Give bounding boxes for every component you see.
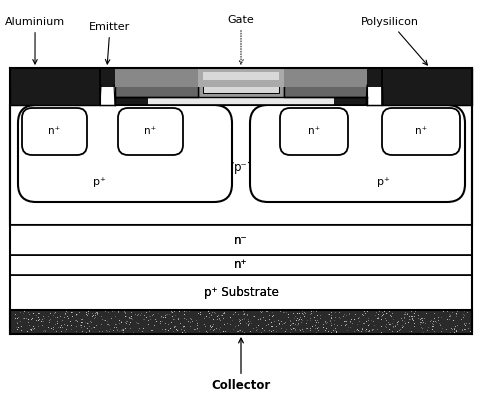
Text: p⁺ Substrate: p⁺ Substrate <box>203 286 279 299</box>
Bar <box>115 68 198 97</box>
Bar <box>10 275 472 310</box>
Text: n⁺: n⁺ <box>145 127 157 136</box>
Text: Polysilicon: Polysilicon <box>361 17 428 65</box>
Bar <box>10 68 472 105</box>
FancyBboxPatch shape <box>280 108 348 155</box>
FancyBboxPatch shape <box>118 108 183 155</box>
Bar <box>115 68 367 87</box>
Bar <box>10 68 100 105</box>
Bar <box>10 235 472 310</box>
FancyBboxPatch shape <box>18 105 232 202</box>
FancyBboxPatch shape <box>250 105 465 202</box>
Bar <box>10 310 472 334</box>
Text: p⁻: p⁻ <box>234 160 248 173</box>
Text: Emitter: Emitter <box>89 22 131 64</box>
Text: Aluminium: Aluminium <box>5 17 65 64</box>
Text: n⁺: n⁺ <box>308 127 320 136</box>
Bar <box>148 97 334 105</box>
Bar <box>367 85 382 105</box>
Bar <box>198 68 284 97</box>
Text: n⁺: n⁺ <box>234 258 248 271</box>
Bar <box>203 72 279 93</box>
Text: n⁺: n⁺ <box>48 127 61 136</box>
FancyBboxPatch shape <box>22 108 87 155</box>
Bar <box>10 68 472 87</box>
Bar <box>10 225 472 255</box>
Bar <box>10 310 472 334</box>
Text: n⁻: n⁻ <box>234 234 248 247</box>
Bar <box>198 68 284 87</box>
Text: n⁺: n⁺ <box>415 127 427 136</box>
Bar <box>284 68 367 97</box>
Text: p⁺: p⁺ <box>93 177 106 187</box>
Bar <box>203 72 279 80</box>
Text: Gate: Gate <box>228 15 254 64</box>
Bar <box>10 255 472 275</box>
FancyBboxPatch shape <box>382 108 460 155</box>
Text: n⁺: n⁺ <box>234 258 248 271</box>
Bar <box>10 225 472 255</box>
Text: p⁺: p⁺ <box>377 177 390 187</box>
Bar <box>10 275 472 310</box>
Text: Collector: Collector <box>212 338 270 392</box>
Bar <box>10 105 472 225</box>
Text: n⁻: n⁻ <box>234 234 248 247</box>
Text: p⁺ Substrate: p⁺ Substrate <box>203 286 279 299</box>
Bar <box>382 68 472 105</box>
Bar <box>10 255 472 275</box>
Bar <box>100 85 115 105</box>
